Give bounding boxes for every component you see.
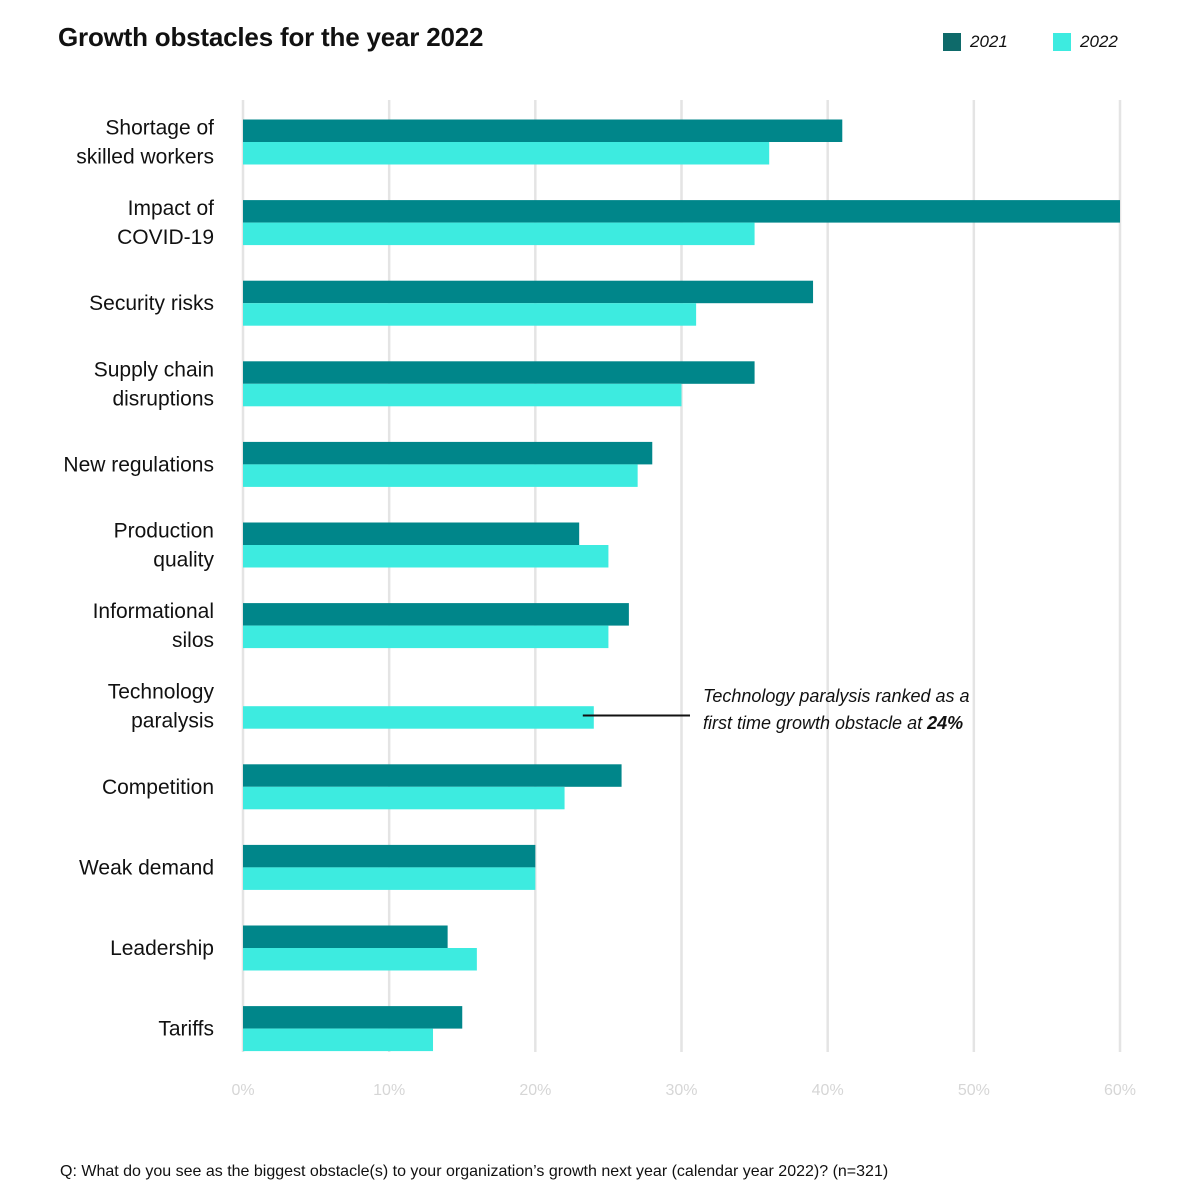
bar-2022: [243, 222, 755, 246]
bar-2022: [243, 383, 682, 407]
category-label: Weak demand: [79, 856, 214, 879]
bar-2021: [243, 1006, 463, 1029]
x-tick-label: 20%: [519, 1082, 551, 1099]
chart-title: Growth obstacles for the year 2022: [58, 22, 484, 52]
bar-2022: [243, 625, 609, 649]
x-tick-label: 60%: [1104, 1082, 1136, 1099]
legend-swatch-2022: [1053, 33, 1071, 51]
bar-2022: [243, 706, 594, 729]
category-label: paralysis: [131, 710, 214, 733]
bar-2021: [243, 925, 448, 948]
x-tick-label: 10%: [373, 1082, 405, 1099]
bar-2022: [243, 303, 697, 326]
category-label: Impact of: [128, 197, 215, 220]
legend-swatch-2021: [943, 33, 961, 51]
category-label: Tariffs: [158, 1018, 214, 1041]
chart-annotation: Technology paralysis ranked as a first t…: [703, 683, 970, 737]
legend-item-2021: 2021: [943, 32, 1008, 52]
legend-item-2022: 2022: [1053, 32, 1118, 52]
bar-2022: [243, 786, 565, 810]
annotation-line-2-text: first time growth obstacle at: [703, 713, 928, 733]
category-label: New regulations: [63, 453, 214, 476]
bar-2021: [243, 280, 814, 304]
bar-2021: [243, 200, 1120, 223]
annotation-line-1: Technology paralysis ranked as a: [703, 686, 970, 706]
bar-2022: [243, 545, 609, 568]
bar-2021: [243, 361, 755, 384]
bar-2022: [243, 867, 536, 890]
bar-2022: [243, 948, 477, 971]
category-label: quality: [153, 549, 214, 572]
bar-2021: [243, 764, 622, 787]
category-label: Production: [114, 520, 214, 543]
bar-2022: [243, 1028, 434, 1052]
annotation-line-2: first time growth obstacle at 24%: [703, 710, 970, 737]
bar-2021: [243, 522, 580, 545]
bar-2021: [243, 441, 653, 465]
bar-2021: [243, 844, 536, 868]
category-label: Supply chain: [94, 358, 214, 381]
category-label: Leadership: [110, 937, 214, 960]
legend-label-2021: 2021: [970, 32, 1008, 51]
x-tick-label: 40%: [812, 1082, 844, 1099]
category-label: silos: [172, 629, 214, 652]
category-label: Informational: [93, 600, 214, 623]
category-label: Security risks: [89, 292, 214, 315]
legend-label-2022: 2022: [1080, 32, 1118, 51]
category-label: COVID-19: [117, 226, 214, 249]
x-tick-label: 50%: [958, 1082, 990, 1099]
x-tick-label: 0%: [231, 1082, 254, 1099]
category-label: skilled workers: [76, 146, 214, 169]
bar-2022: [243, 464, 638, 487]
bar-2021: [243, 603, 629, 626]
category-label: Technology: [108, 681, 215, 704]
bar-2022: [243, 142, 770, 165]
category-label: disruptions: [112, 387, 214, 410]
bar-2021: [243, 119, 843, 142]
category-label: Shortage of: [105, 117, 214, 140]
annotation-value: 24%: [927, 713, 964, 733]
survey-question-footnote: Q: What do you see as the biggest obstac…: [60, 1163, 889, 1180]
x-tick-label: 30%: [665, 1082, 697, 1099]
category-label: Competition: [102, 776, 214, 799]
